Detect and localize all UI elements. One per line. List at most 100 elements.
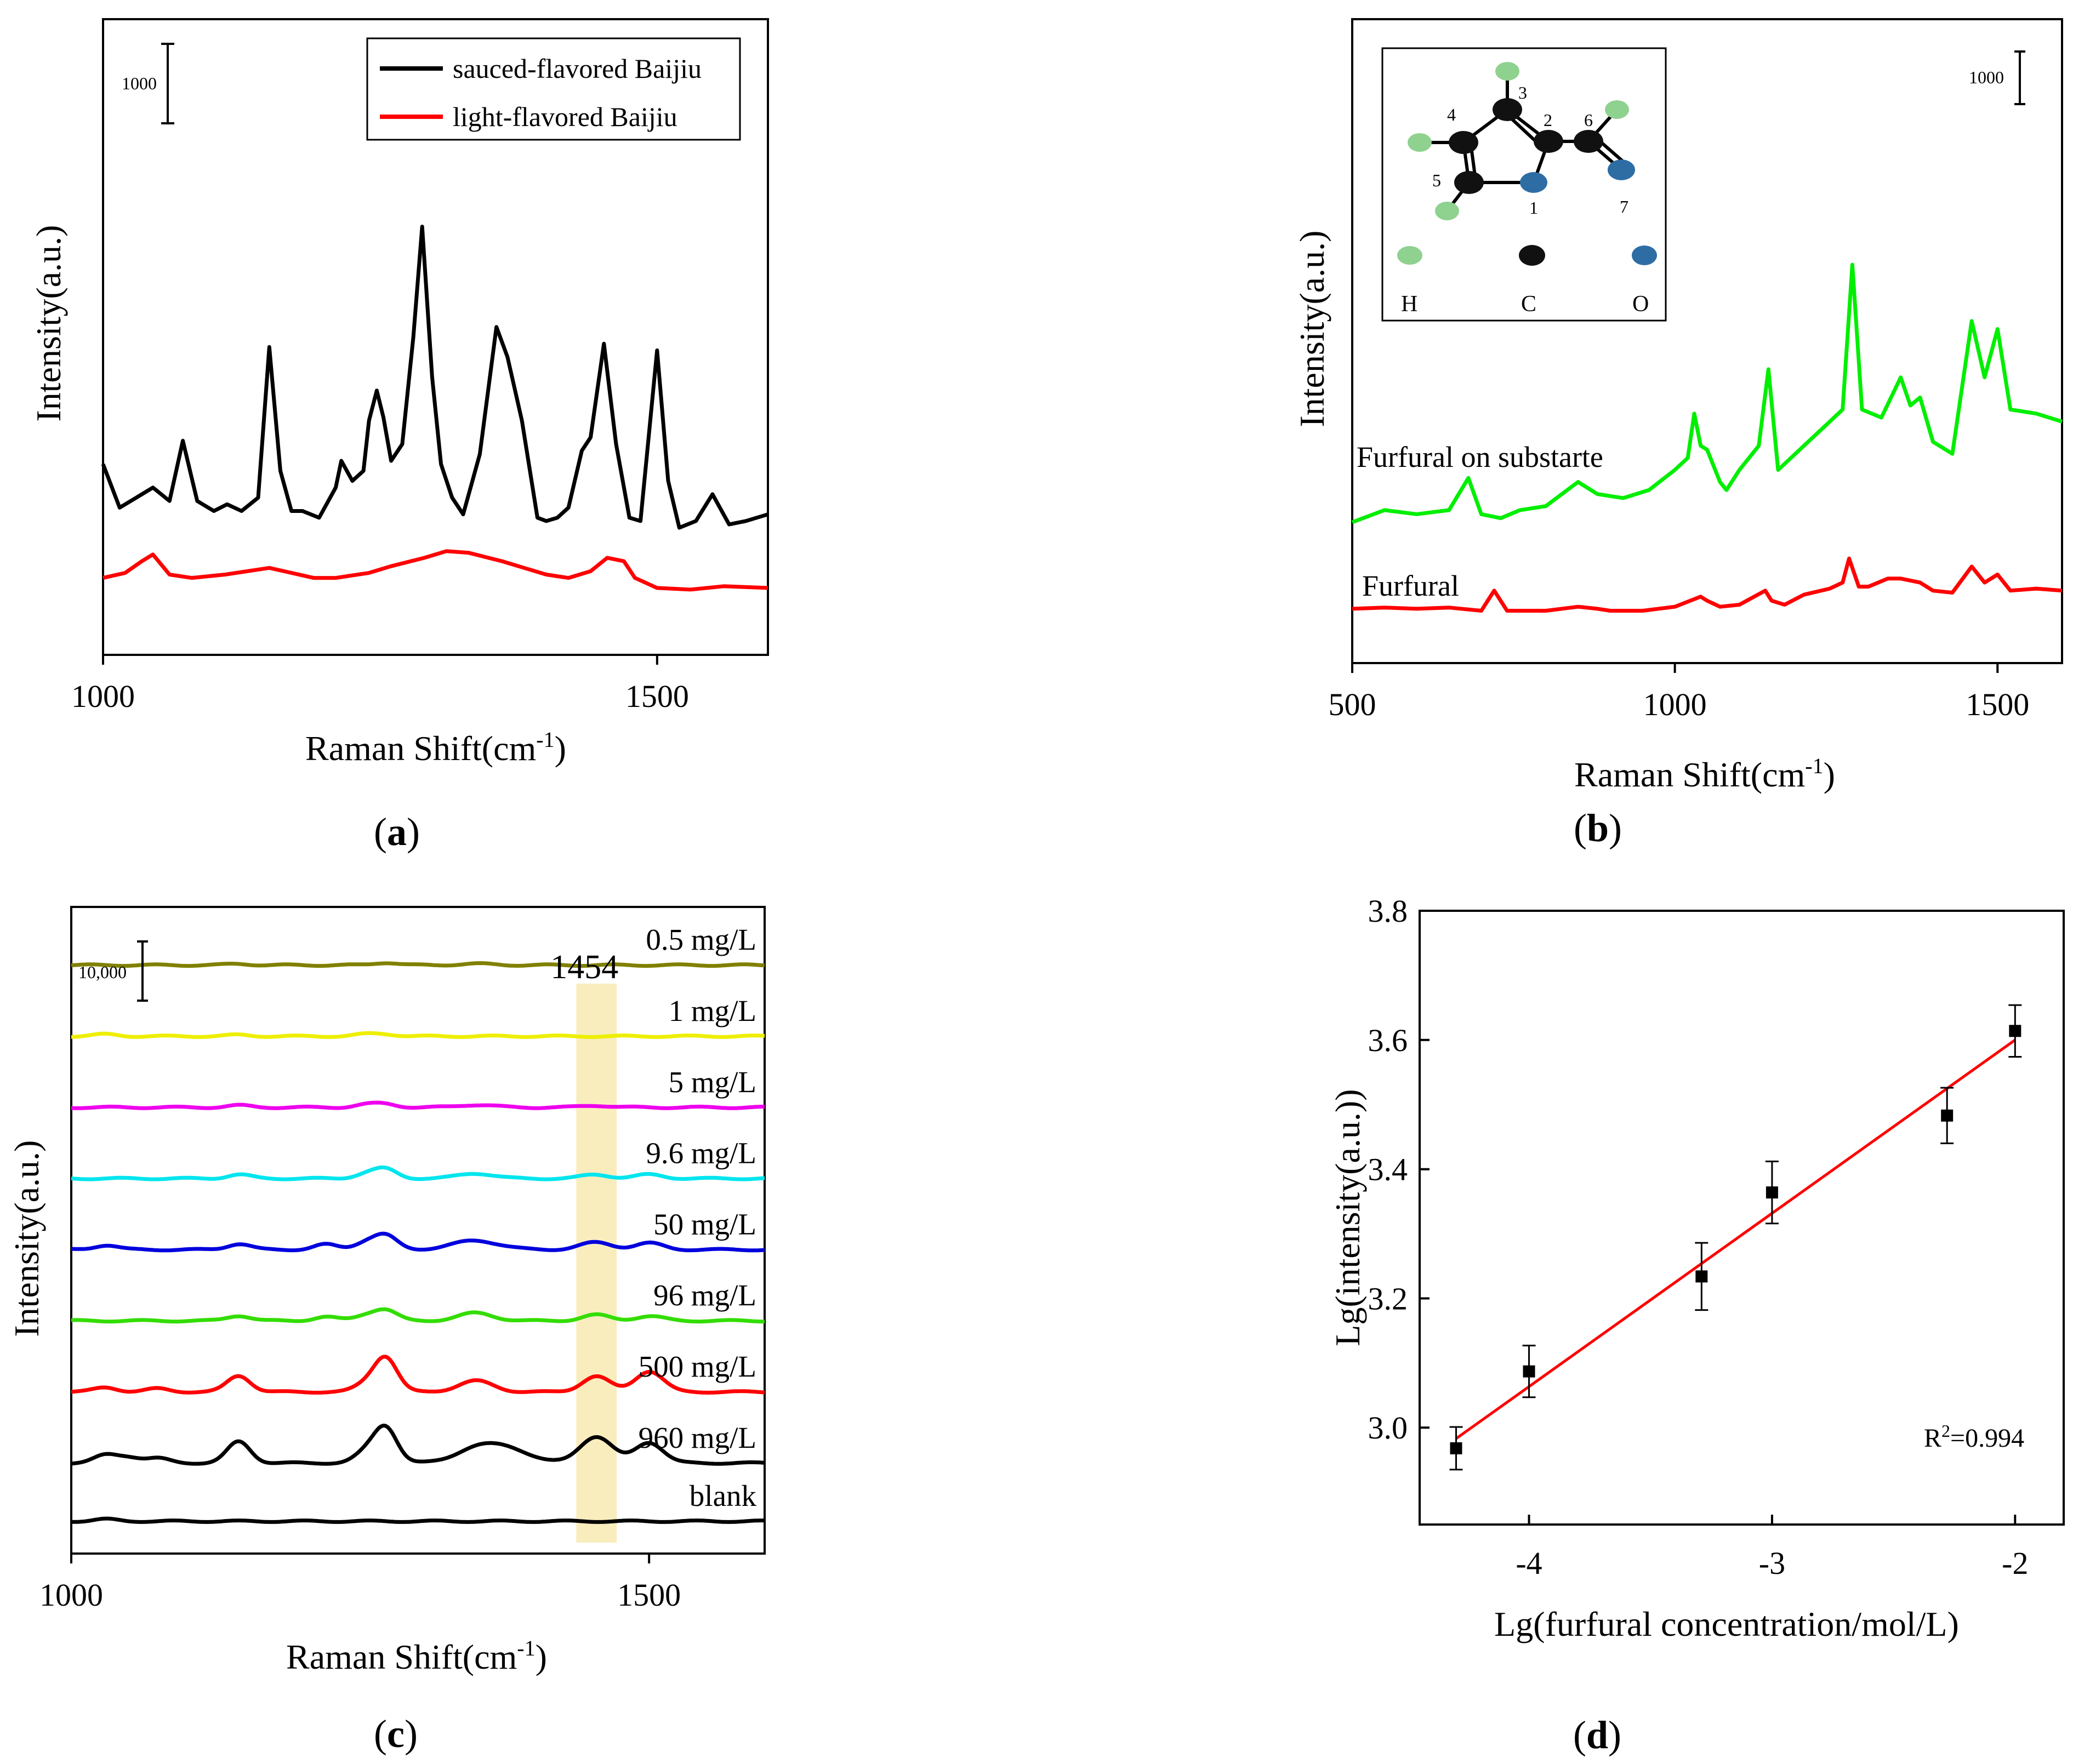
panel-d-point-4 xyxy=(1940,1087,1954,1144)
panel-c-series-label-4: 50 mg/L xyxy=(653,1207,756,1241)
svg-text:5: 5 xyxy=(1432,170,1441,190)
panel-b: 500 1000 1500 1000 xyxy=(1292,18,2063,850)
panel-d-y-tick-label-2: 3.4 xyxy=(1368,1152,1408,1188)
panel-a-scale-label: 1000 xyxy=(122,73,157,93)
panel-d-y-title: Lg(intensity(a.u.)) xyxy=(1328,1089,1367,1346)
panel-c-series-label-7: 1 mg/L xyxy=(669,994,756,1027)
panel-b-x-tick-label-2: 1500 xyxy=(1966,687,2029,722)
r-squared-annotation: R2=0.994 xyxy=(1924,1421,2024,1453)
panel-c-y-title: Intensity(a.u.) xyxy=(7,1140,46,1337)
panel-b-scale-bar: 1000 xyxy=(1969,50,2025,105)
panel-d-x-tick-label-2: -2 xyxy=(2002,1545,2028,1581)
panel-d-frame xyxy=(1419,910,2065,1526)
svg-text:4: 4 xyxy=(1447,105,1456,124)
panel-b-series-line-0 xyxy=(1351,262,2063,524)
panel-d-x-tick-label-1: -3 xyxy=(1759,1545,1785,1581)
panel-d-point-3 xyxy=(1765,1160,1779,1225)
panel-c-series-line-3 xyxy=(71,1307,765,1324)
series-label-furfural: Furfural xyxy=(1362,569,1459,602)
inset-legend-o: O xyxy=(1632,292,1649,317)
panel-d-point-1 xyxy=(1522,1344,1536,1398)
panel-d-points xyxy=(1449,1004,2022,1471)
panel-c-series-line-1 xyxy=(71,1423,765,1466)
panel-c-concentration-labels: blank 960 mg/L 500 mg/L 96 mg/L 50 mg/L 9.6 m… xyxy=(639,923,757,1512)
panel-b-scale-label: 1000 xyxy=(1969,67,2004,87)
panel-d-point-2 xyxy=(1695,1242,1709,1311)
panel-d-ticks: -4 -3 -2 3.0 3.2 3.4 3.6 3.8 xyxy=(1368,893,2029,1581)
panel-c-series-line-7 xyxy=(71,1031,765,1039)
panel-c-series xyxy=(71,961,765,1524)
panel-c-scale-bar: 10,000 xyxy=(78,940,148,1002)
panel-d-fit-line xyxy=(1455,1038,2016,1440)
panel-c-series-label-1: 960 mg/L xyxy=(639,1421,756,1454)
panel-a-series-line-1 xyxy=(102,549,768,592)
panel-c-series-line-0 xyxy=(71,1516,765,1524)
svg-text:1: 1 xyxy=(1529,198,1538,218)
panel-c-scale-label: 10,000 xyxy=(78,962,127,982)
panel-c-x-tick-label-0: 1000 xyxy=(39,1577,103,1613)
panel-c-label: (c) xyxy=(374,1712,418,1756)
panel-b-y-title: Intensity(a.u.) xyxy=(1292,231,1331,427)
panel-d-point-0 xyxy=(1449,1426,1463,1471)
series-label-furfural-substrate: Furfural on substarte xyxy=(1357,441,1603,473)
panel-d-y-tick-label-0: 3.0 xyxy=(1368,1410,1408,1446)
panel-c-series-line-6 xyxy=(71,1100,765,1110)
legend-label-sauced: sauced-flavored Baijiu xyxy=(453,53,702,84)
panel-b-series xyxy=(1351,262,2063,613)
panel-c-series-line-4 xyxy=(71,1231,765,1253)
panel-b-series-line-1 xyxy=(1352,556,2063,613)
panel-a-x-ticks: 1000 1500 xyxy=(71,655,689,714)
panel-d: -4 -3 -2 3.0 3.2 3.4 3.6 3.8 R2=0.994 Lg(intens… xyxy=(1328,893,2065,1757)
furfural-molecule-inset: 3 4 2 6 5 1 7 H C O xyxy=(1381,47,1667,322)
highlight-band-1454 xyxy=(576,984,617,1543)
panel-b-x-ticks: 500 1000 1500 xyxy=(1329,663,2029,722)
panel-b-x-title: Raman Shift(cm-1) xyxy=(1574,753,1835,794)
panel-c-series-label-6: 5 mg/L xyxy=(669,1065,756,1099)
panel-a-x-title: Raman Shift(cm-1) xyxy=(305,727,566,768)
panel-b-x-tick-label-1: 1000 xyxy=(1643,687,1707,722)
panel-d-label: (d) xyxy=(1573,1713,1621,1757)
panel-a-x-tick-label-0: 1000 xyxy=(71,678,135,714)
highlight-label-1454: 1454 xyxy=(550,949,618,986)
svg-text:2: 2 xyxy=(1544,110,1552,130)
svg-text:6: 6 xyxy=(1584,110,1593,130)
panel-d-y-tick-label-4: 3.8 xyxy=(1368,893,1408,929)
inset-legend-h: H xyxy=(1401,292,1417,317)
panel-c-x-tick-label-1: 1500 xyxy=(617,1577,681,1613)
panel-c-frame xyxy=(70,906,766,1555)
svg-text:3: 3 xyxy=(1518,83,1527,102)
panel-c: 1000 1500 10,000 1454 blank 960 mg/L 500 mg… xyxy=(7,906,766,1756)
panel-c-series-line-8 xyxy=(71,961,765,968)
panel-c-series-label-2: 500 mg/L xyxy=(639,1350,756,1383)
highlight-band-rect xyxy=(576,984,617,1543)
panel-a-y-title: Intensity(a.u.) xyxy=(29,225,68,422)
panel-c-series-label-0: blank xyxy=(690,1479,757,1512)
panel-c-series-label-3: 96 mg/L xyxy=(653,1278,756,1312)
panel-d-fit-line-path xyxy=(1455,1038,2016,1440)
panel-a-series xyxy=(101,225,769,592)
panel-d-y-tick-label-3: 3.6 xyxy=(1368,1023,1408,1058)
legend-label-light: light-flavored Baijiu xyxy=(453,101,677,132)
panel-d-x-title: Lg(furfural concentration/mol/L) xyxy=(1494,1605,1959,1643)
panel-d-y-tick-label-1: 3.2 xyxy=(1368,1281,1408,1316)
panel-b-label: (b) xyxy=(1574,806,1622,850)
panel-c-x-title: Raman Shift(cm-1) xyxy=(286,1636,547,1676)
panel-a: 1000 1500 1000 sauced-flavored Baijiu lig… xyxy=(29,18,769,854)
panel-c-series-line-2 xyxy=(71,1355,765,1395)
panel-a-label: (a) xyxy=(374,810,420,854)
panel-a-x-tick-label-1: 1500 xyxy=(625,678,689,714)
panel-b-x-tick-label-0: 500 xyxy=(1329,687,1376,722)
panel-a-scale-bar: 1000 xyxy=(122,43,174,124)
panel-c-x-ticks: 1000 1500 xyxy=(39,1554,681,1613)
panel-d-point-5 xyxy=(2008,1004,2022,1058)
panel-a-frame xyxy=(102,18,769,656)
svg-text:7: 7 xyxy=(1620,197,1628,216)
panel-c-series-label-5: 9.6 mg/L xyxy=(646,1137,756,1170)
panel-c-series-line-5 xyxy=(71,1165,765,1181)
panel-d-x-tick-label-0: -4 xyxy=(1516,1545,1542,1581)
panel-c-series-label-8: 0.5 mg/L xyxy=(646,923,756,956)
panel-a-series-line-0 xyxy=(101,225,769,530)
inset-legend-c: C xyxy=(1521,292,1536,317)
panel-a-legend: sauced-flavored Baijiu light-flavored Ba… xyxy=(366,37,741,141)
